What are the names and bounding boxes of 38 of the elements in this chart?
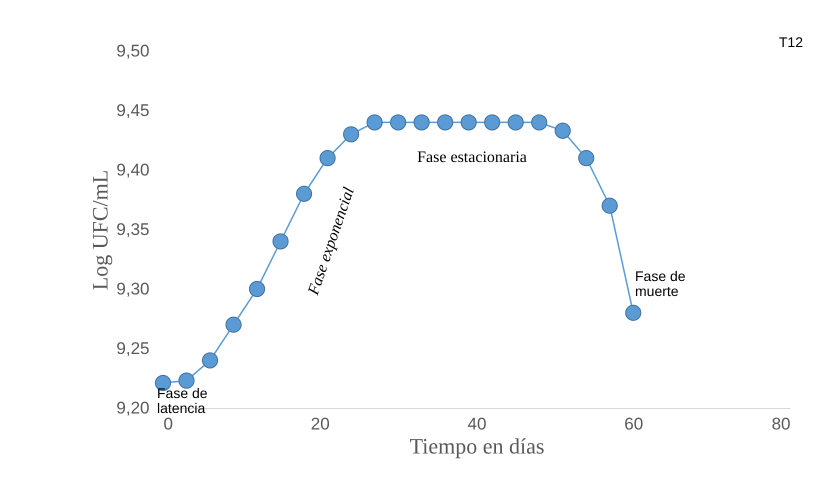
point: [272, 233, 289, 250]
y-tick-label: 9,25: [116, 339, 150, 358]
point: [578, 150, 594, 166]
x-tick-label: 40: [468, 414, 486, 434]
point: [437, 114, 454, 130]
point: [414, 114, 430, 130]
y-tick-label: 9,30: [116, 280, 150, 298]
point: [296, 186, 312, 202]
x-tick-label: 0: [164, 414, 173, 434]
point: [178, 372, 195, 389]
point: [390, 114, 406, 130]
point: [343, 126, 360, 142]
annotation: Fase de muerte: [635, 268, 686, 299]
point: [508, 114, 524, 130]
y-axis-title: Log UFC/mL: [87, 170, 112, 290]
point: [531, 114, 548, 130]
point: [320, 150, 336, 166]
point: [248, 280, 266, 298]
point: [484, 114, 500, 130]
point: [460, 114, 477, 130]
x-axis-title: Tiempo en días: [410, 434, 544, 458]
point: [202, 352, 218, 368]
point: [554, 122, 571, 139]
x-tick-label: 20: [310, 414, 330, 434]
point: [366, 114, 383, 130]
y-tick-label: 9,50: [116, 42, 150, 60]
point: [225, 316, 242, 333]
point: [602, 198, 618, 214]
y-tick-label: 9,45: [116, 101, 150, 120]
y-tick-label: 9,20: [116, 398, 150, 418]
y-tick-label: 9,40: [116, 160, 150, 180]
point: [625, 304, 642, 321]
annotation: Fase de latencia: [157, 385, 208, 416]
annotation: Fase estacionaria: [417, 149, 527, 166]
text: T12: [778, 34, 804, 50]
x-tick-label: 60: [624, 414, 644, 434]
x-tick-label: 80: [772, 414, 790, 434]
y-tick-label: 9,35: [116, 220, 150, 239]
